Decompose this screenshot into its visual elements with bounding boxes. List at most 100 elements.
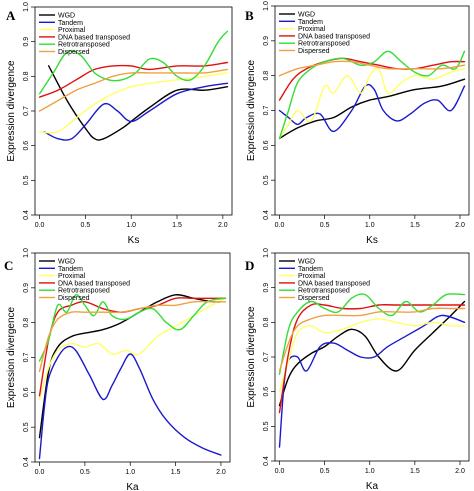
x-tick-label: 1.0 bbox=[365, 468, 375, 475]
y-tick-label: 1.0 bbox=[23, 248, 30, 258]
legend-entry: DNA based transposed bbox=[58, 280, 130, 287]
legend-entry: WGD bbox=[298, 12, 315, 19]
panel-c: C 0.0 0.5 1.0 1.5 2.0 0.4 0.5 0.6 0.7 0.8 0.9 1.0 Ka E… bbox=[4, 248, 231, 491]
x-tick-label: 2.0 bbox=[216, 469, 226, 476]
x-tick-label: 0.5 bbox=[320, 468, 330, 475]
x-axis-title: Ka bbox=[366, 481, 379, 491]
y-tick-label: 0.6 bbox=[263, 387, 270, 397]
y-tick-label: 0.9 bbox=[23, 37, 30, 47]
x-tick-label: 2.0 bbox=[455, 222, 465, 229]
y-tick-label: 0.7 bbox=[263, 106, 270, 116]
series-line-wgd bbox=[48, 65, 229, 141]
x-tick-label: 1.5 bbox=[172, 222, 182, 229]
series-line-tandem bbox=[278, 314, 466, 448]
legend-entry: Retrotransposed bbox=[298, 288, 350, 295]
x-tick-label: 0.0 bbox=[275, 222, 285, 229]
legend-entry: Proximal bbox=[58, 27, 86, 34]
y-tick-label: 0.7 bbox=[263, 352, 270, 362]
y-tick-label: 0.9 bbox=[263, 283, 270, 293]
y-tick-label: 0.4 bbox=[263, 210, 270, 220]
panel-letter: C bbox=[4, 258, 13, 273]
series-line-proximal bbox=[278, 67, 466, 140]
legend-entry: Retrotransposed bbox=[58, 42, 110, 49]
series-line-wgd bbox=[278, 78, 466, 140]
panel-letter: A bbox=[6, 8, 16, 23]
y-tick-label: 0.6 bbox=[263, 140, 270, 150]
y-axis-title: Expression divergence bbox=[6, 60, 17, 162]
y-tick-label: 0.5 bbox=[23, 175, 30, 185]
panel-a: A 0.0 0.5 1.0 1.5 2.0 0.4 0.5 0.6 0.7 0.8 0.9 1.0 Ks E… bbox=[6, 2, 233, 246]
y-tick-label: 0.7 bbox=[23, 353, 30, 363]
legend-entry: Tandem bbox=[58, 20, 83, 27]
x-tick-label: 2.0 bbox=[455, 468, 465, 475]
series-line-retrotransposed bbox=[278, 293, 466, 375]
panel-letter: B bbox=[245, 8, 254, 23]
series-line-dispersed bbox=[38, 300, 227, 373]
y-tick-label: 0.8 bbox=[263, 317, 270, 327]
x-tick-label: 0.0 bbox=[275, 468, 285, 475]
legend-entry: DNA based transposed bbox=[298, 280, 370, 287]
y-axis-title: Expression divergence bbox=[246, 59, 257, 161]
y-tick-label: 0.8 bbox=[23, 71, 30, 81]
legend-entry: DNA based transposed bbox=[298, 33, 370, 40]
series-line-dna-based-transposed bbox=[38, 61, 229, 98]
x-tick-label: 1.0 bbox=[126, 222, 136, 229]
y-tick-label: 0.4 bbox=[263, 456, 270, 466]
panel-d: D 0.0 0.5 1.0 1.5 2.0 0.4 0.5 0.6 0.7 0.8 0.9 1.0 Ka E… bbox=[245, 248, 470, 491]
series-line-retrotransposed bbox=[38, 294, 227, 362]
legend-entry: DNA based transposed bbox=[58, 34, 130, 41]
panel-b: B 0.0 0.5 1.0 1.5 2.0 0.4 0.5 0.6 0.7 0.8 0.9 1.0 Ks E… bbox=[245, 1, 470, 246]
x-axis-title: Ka bbox=[126, 482, 139, 491]
y-axis-title: Expression divergence bbox=[246, 306, 257, 408]
y-tick-label: 1.0 bbox=[263, 248, 270, 258]
x-tick-label: 1.0 bbox=[365, 222, 375, 229]
y-tick-label: 0.9 bbox=[23, 283, 30, 293]
legend-entry: Proximal bbox=[58, 273, 86, 280]
series-line-tandem bbox=[43, 82, 229, 141]
legend-entry: WGD bbox=[58, 13, 75, 20]
x-tick-label: 1.5 bbox=[410, 468, 420, 475]
legend-entry: Dispersed bbox=[298, 48, 330, 55]
series-line-proximal bbox=[278, 318, 466, 393]
y-tick-label: 0.5 bbox=[263, 175, 270, 185]
legend-entry: Proximal bbox=[298, 273, 326, 280]
legend-entry: WGD bbox=[298, 259, 315, 266]
x-axis-title: Ks bbox=[366, 235, 378, 246]
y-tick-label: 0.9 bbox=[263, 36, 270, 46]
y-tick-label: 0.6 bbox=[23, 387, 30, 397]
legend-entry: Dispersed bbox=[58, 49, 90, 56]
y-axis-title: Expression divergence bbox=[6, 306, 17, 408]
x-tick-label: 1.5 bbox=[171, 469, 181, 476]
y-tick-label: 0.5 bbox=[263, 421, 270, 431]
series-line-retrotransposed bbox=[278, 50, 466, 140]
x-tick-label: 1.0 bbox=[125, 469, 135, 476]
legend-entry: Tandem bbox=[298, 266, 323, 273]
legend-entry: Retrotransposed bbox=[298, 41, 350, 48]
series-line-proximal bbox=[38, 72, 229, 134]
y-tick-label: 0.4 bbox=[23, 457, 30, 467]
x-axis-title: Ks bbox=[128, 235, 140, 246]
legend-entry: Tandem bbox=[298, 19, 323, 26]
x-tick-label: 2.0 bbox=[218, 222, 228, 229]
y-tick-label: 1.0 bbox=[23, 2, 30, 12]
series-line-wgd bbox=[278, 300, 466, 407]
y-tick-label: 0.8 bbox=[263, 71, 270, 81]
series-line-dna-based-transposed bbox=[278, 57, 466, 101]
x-tick-label: 1.5 bbox=[410, 222, 420, 229]
series-line-dispersed bbox=[278, 60, 466, 77]
legend-entry: WGD bbox=[58, 259, 75, 266]
series-line-tandem bbox=[38, 345, 222, 460]
y-tick-label: 0.7 bbox=[23, 106, 30, 116]
x-tick-label: 0.0 bbox=[35, 222, 45, 229]
y-tick-label: 0.6 bbox=[23, 141, 30, 151]
panel-letter: D bbox=[245, 258, 254, 273]
y-tick-label: 0.5 bbox=[23, 422, 30, 432]
y-tick-label: 0.4 bbox=[23, 210, 30, 220]
x-tick-label: 0.5 bbox=[80, 469, 90, 476]
x-tick-label: 0.5 bbox=[320, 222, 330, 229]
x-tick-label: 0.0 bbox=[35, 469, 45, 476]
legend-entry: Dispersed bbox=[298, 295, 330, 302]
x-tick-label: 0.5 bbox=[81, 222, 91, 229]
legend-entry: Proximal bbox=[298, 26, 326, 33]
